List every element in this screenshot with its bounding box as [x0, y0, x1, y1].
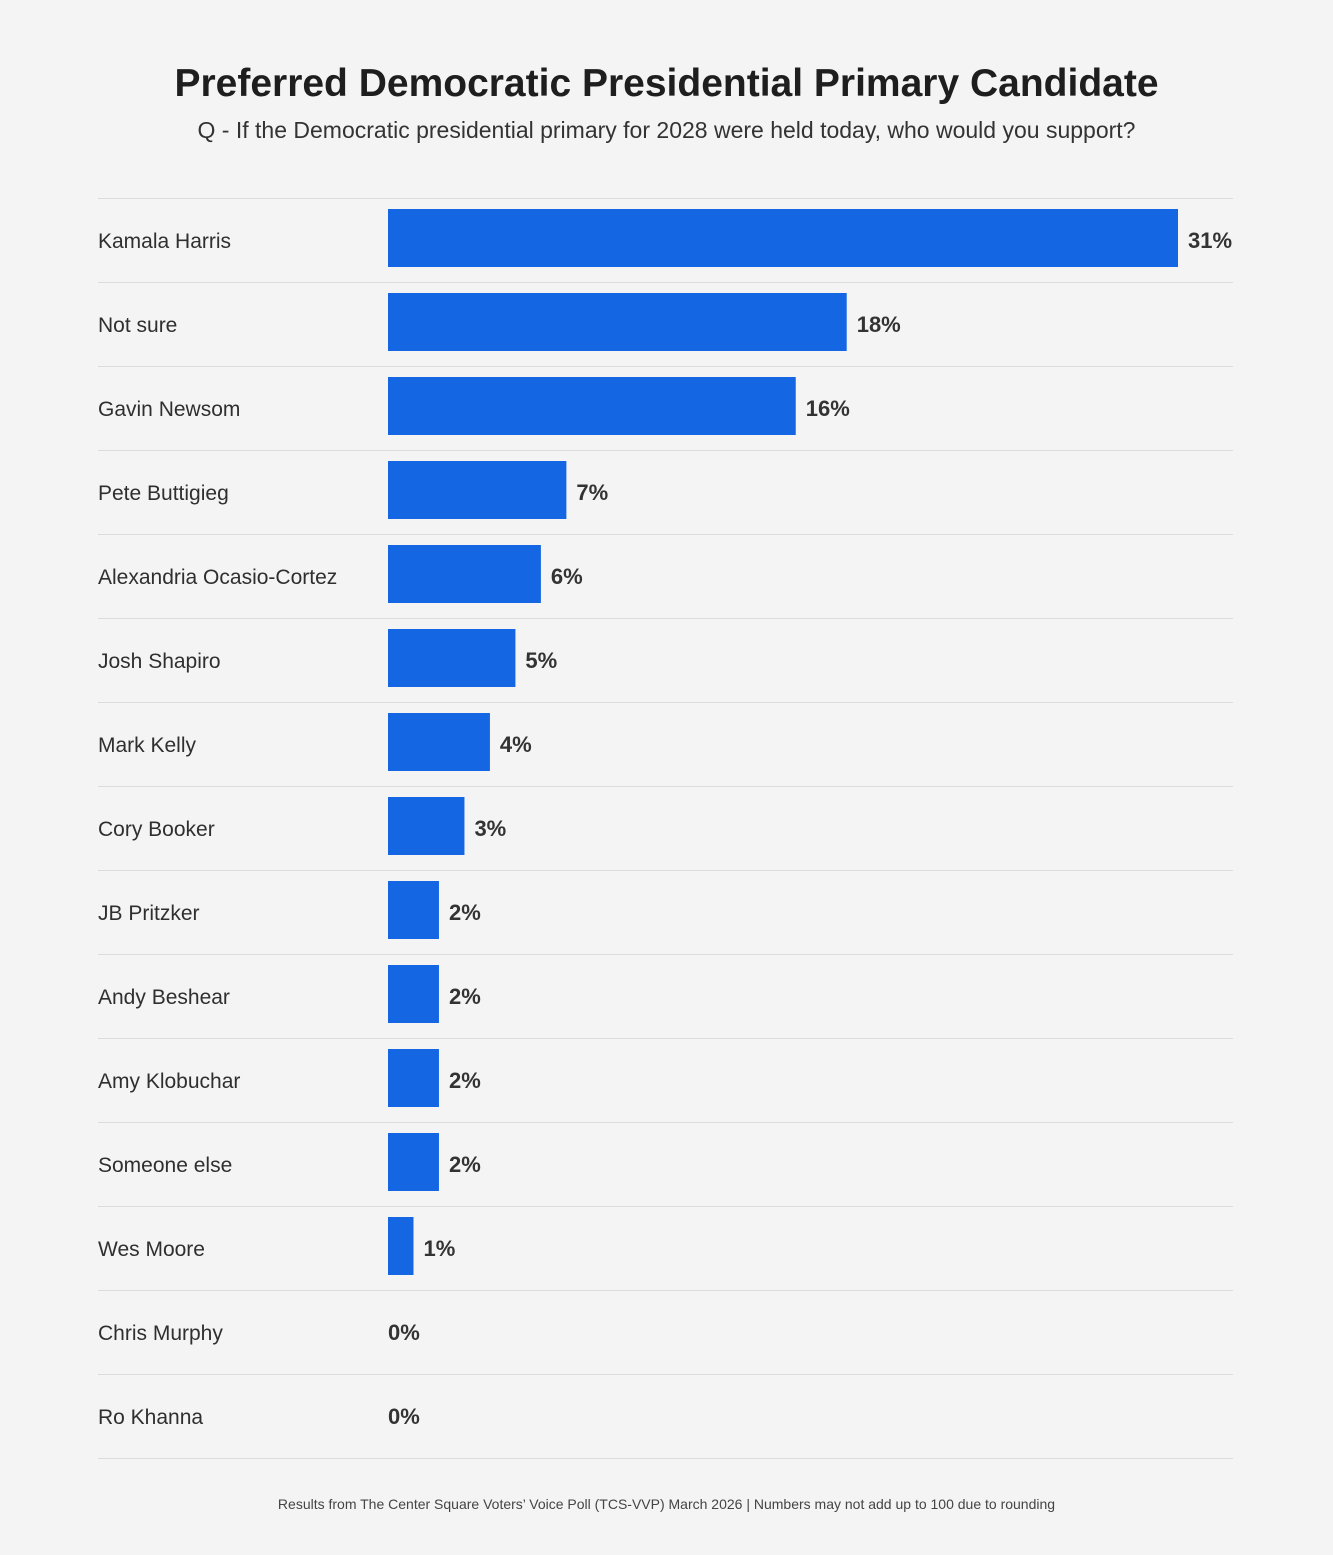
bar	[388, 461, 567, 519]
category-label: Chris Murphy	[98, 1322, 223, 1345]
category-label: Wes Moore	[98, 1238, 205, 1261]
value-label: 2%	[449, 984, 481, 1009]
bar	[388, 713, 490, 771]
value-label: 1%	[423, 1236, 455, 1261]
category-label: Not sure	[98, 314, 177, 337]
chart-subtitle: Q - If the Democratic presidential prima…	[197, 117, 1136, 143]
bar	[388, 377, 796, 435]
category-label: Amy Klobuchar	[98, 1070, 240, 1093]
chart-footer-note: Results from The Center Square Voters’ V…	[277, 1496, 1056, 1512]
bar	[388, 629, 516, 687]
value-label: 4%	[500, 732, 532, 757]
value-label: 2%	[449, 1068, 481, 1093]
category-label: Josh Shapiro	[98, 650, 221, 673]
category-label: Mark Kelly	[98, 734, 197, 757]
value-label: 2%	[449, 1152, 481, 1177]
bar	[388, 797, 465, 855]
value-label: 18%	[857, 312, 901, 337]
bar	[388, 965, 439, 1023]
category-label: Someone else	[98, 1154, 232, 1177]
value-label: 5%	[525, 648, 557, 673]
bar	[388, 293, 847, 351]
category-label: JB Pritzker	[98, 902, 200, 925]
value-label: 31%	[1188, 228, 1232, 253]
chart-title: Preferred Democratic Presidential Primar…	[174, 62, 1159, 105]
value-label: 0%	[388, 1320, 420, 1345]
bar	[388, 1217, 414, 1275]
value-label: 3%	[474, 816, 506, 841]
bar	[388, 881, 439, 939]
category-label: Alexandria Ocasio-Cortez	[98, 566, 337, 589]
category-label: Andy Beshear	[98, 986, 230, 1009]
value-label: 16%	[806, 396, 850, 421]
bar	[388, 1049, 439, 1107]
category-label: Cory Booker	[98, 818, 215, 841]
category-label: Ro Khanna	[98, 1406, 203, 1429]
bar-chart: Kamala Harris 31% Not sure 18% Gavin Newsom 1…	[98, 198, 1233, 1459]
value-label: 2%	[449, 900, 481, 925]
category-label: Pete Buttigieg	[98, 482, 229, 505]
value-label: 0%	[388, 1404, 420, 1429]
category-label: Kamala Harris	[98, 230, 231, 253]
bar	[388, 209, 1178, 267]
value-label: 6%	[551, 564, 583, 589]
bar	[388, 1133, 439, 1191]
bar	[388, 545, 541, 603]
value-label: 7%	[576, 480, 608, 505]
category-label: Gavin Newsom	[98, 398, 240, 421]
